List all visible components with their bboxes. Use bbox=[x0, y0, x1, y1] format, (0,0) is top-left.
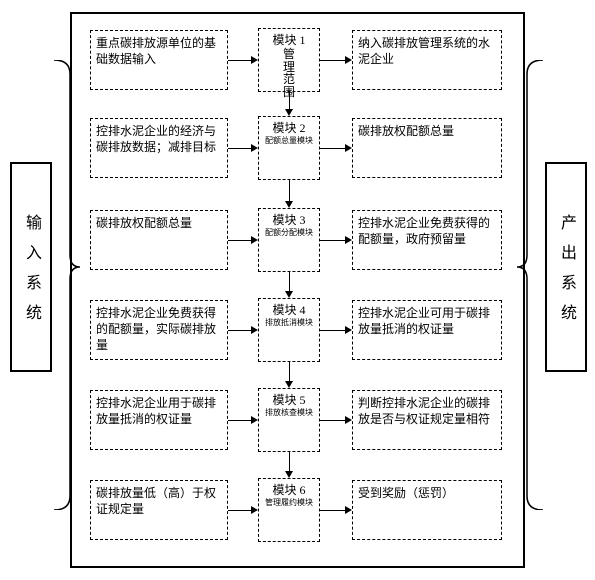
arrow-line bbox=[289, 362, 290, 382]
arrow-line bbox=[228, 60, 252, 61]
output-text-6: 受到奖励（惩罚） bbox=[358, 486, 454, 500]
input-system-text: 输入系统 bbox=[19, 214, 43, 334]
arrow-line bbox=[320, 148, 346, 149]
arrow-line bbox=[289, 272, 290, 292]
arrow-head-icon bbox=[285, 201, 293, 208]
output-text-3: 控排水泥企业免费获得的配额量，政府预留量 bbox=[358, 216, 490, 246]
arrow-line bbox=[228, 510, 252, 511]
arrow-line bbox=[320, 330, 346, 331]
module-box-1: 模块 1管理范围 bbox=[258, 28, 320, 92]
arrow-line bbox=[228, 330, 252, 331]
input-text-3: 碳排放权配额总量 bbox=[96, 216, 192, 230]
input-box-1: 重点碳排放源单位的基础数据输入 bbox=[90, 30, 228, 90]
output-system-label: 产出系统 bbox=[545, 162, 587, 372]
output-text-5: 判断控排水泥企业的碳排放是否与权证规定量相符 bbox=[358, 396, 490, 426]
arrow-head-icon bbox=[285, 471, 293, 478]
module-title-4: 模块 4 bbox=[262, 302, 316, 318]
module-sub-1: 管理范围 bbox=[262, 48, 316, 98]
input-text-6: 碳排放量低（高）于权证规定量 bbox=[96, 486, 216, 516]
module-sub-2: 配额总量模块 bbox=[262, 136, 316, 146]
output-box-2: 碳排放权配额总量 bbox=[352, 118, 502, 178]
module-title-1: 模块 1 bbox=[262, 32, 316, 48]
output-text-4: 控排水泥企业可用于碳排放量抵消的权证量 bbox=[358, 306, 490, 336]
input-box-4: 控排水泥企业免费获得的配额量，实际碳排放量 bbox=[90, 300, 228, 360]
output-text-2: 碳排放权配额总量 bbox=[358, 124, 454, 138]
input-box-6: 碳排放量低（高）于权证规定量 bbox=[90, 480, 228, 540]
arrow-line bbox=[228, 148, 252, 149]
arrow-head-icon bbox=[251, 236, 258, 244]
arrow-line bbox=[289, 92, 290, 110]
output-box-4: 控排水泥企业可用于碳排放量抵消的权证量 bbox=[352, 300, 502, 360]
arrow-head-icon bbox=[251, 56, 258, 64]
module-title-5: 模块 5 bbox=[262, 392, 316, 408]
module-title-6: 模块 6 bbox=[262, 482, 316, 498]
arrow-head-icon bbox=[251, 416, 258, 424]
input-text-2: 控排水泥企业的经济与碳排放数据；减排目标 bbox=[96, 124, 216, 154]
module-sub-5: 排放核查模块 bbox=[262, 408, 316, 418]
arrow-line bbox=[320, 510, 346, 511]
arrow-line bbox=[289, 452, 290, 472]
input-text-5: 控排水泥企业用于碳排放量抵消的权证量 bbox=[96, 396, 216, 426]
input-box-2: 控排水泥企业的经济与碳排放数据；减排目标 bbox=[90, 118, 228, 178]
arrow-head-icon bbox=[251, 144, 258, 152]
arrow-head-icon bbox=[251, 326, 258, 334]
module-box-4: 模块 4排放抵消模块 bbox=[258, 298, 320, 362]
input-box-3: 碳排放权配额总量 bbox=[90, 210, 228, 270]
module-box-6: 模块 6管理履约模块 bbox=[258, 478, 320, 542]
arrow-line bbox=[320, 240, 346, 241]
module-sub-3: 配额分配模块 bbox=[262, 228, 316, 238]
arrow-line bbox=[228, 420, 252, 421]
arrow-head-icon bbox=[345, 416, 352, 424]
output-box-3: 控排水泥企业免费获得的配额量，政府预留量 bbox=[352, 210, 502, 270]
arrow-line bbox=[320, 60, 346, 61]
output-box-5: 判断控排水泥企业的碳排放是否与权证规定量相符 bbox=[352, 390, 502, 450]
input-system-label: 输入系统 bbox=[10, 162, 52, 372]
input-text-4: 控排水泥企业免费获得的配额量，实际碳排放量 bbox=[96, 306, 216, 352]
arrow-head-icon bbox=[285, 381, 293, 388]
module-title-3: 模块 3 bbox=[262, 212, 316, 228]
input-box-5: 控排水泥企业用于碳排放量抵消的权证量 bbox=[90, 390, 228, 450]
output-system-text: 产出系统 bbox=[554, 214, 578, 334]
arrow-head-icon bbox=[345, 506, 352, 514]
module-box-2: 模块 2配额总量模块 bbox=[258, 116, 320, 180]
input-text-1: 重点碳排放源单位的基础数据输入 bbox=[96, 36, 216, 66]
arrow-head-icon bbox=[285, 291, 293, 298]
arrow-line bbox=[289, 180, 290, 202]
module-box-5: 模块 5排放核查模块 bbox=[258, 388, 320, 452]
arrow-head-icon bbox=[345, 144, 352, 152]
arrow-head-icon bbox=[251, 506, 258, 514]
module-title-2: 模块 2 bbox=[262, 120, 316, 136]
output-text-1: 纳入碳排放管理系统的水泥企业 bbox=[358, 36, 490, 66]
output-box-1: 纳入碳排放管理系统的水泥企业 bbox=[352, 30, 502, 90]
arrow-line bbox=[228, 240, 252, 241]
arrow-head-icon bbox=[345, 56, 352, 64]
arrow-line bbox=[320, 420, 346, 421]
arrow-head-icon bbox=[285, 109, 293, 116]
module-box-3: 模块 3配额分配模块 bbox=[258, 208, 320, 272]
module-sub-4: 排放抵消模块 bbox=[262, 318, 316, 328]
output-box-6: 受到奖励（惩罚） bbox=[352, 480, 502, 540]
arrow-head-icon bbox=[345, 326, 352, 334]
module-sub-6: 管理履约模块 bbox=[262, 498, 316, 508]
arrow-head-icon bbox=[345, 236, 352, 244]
